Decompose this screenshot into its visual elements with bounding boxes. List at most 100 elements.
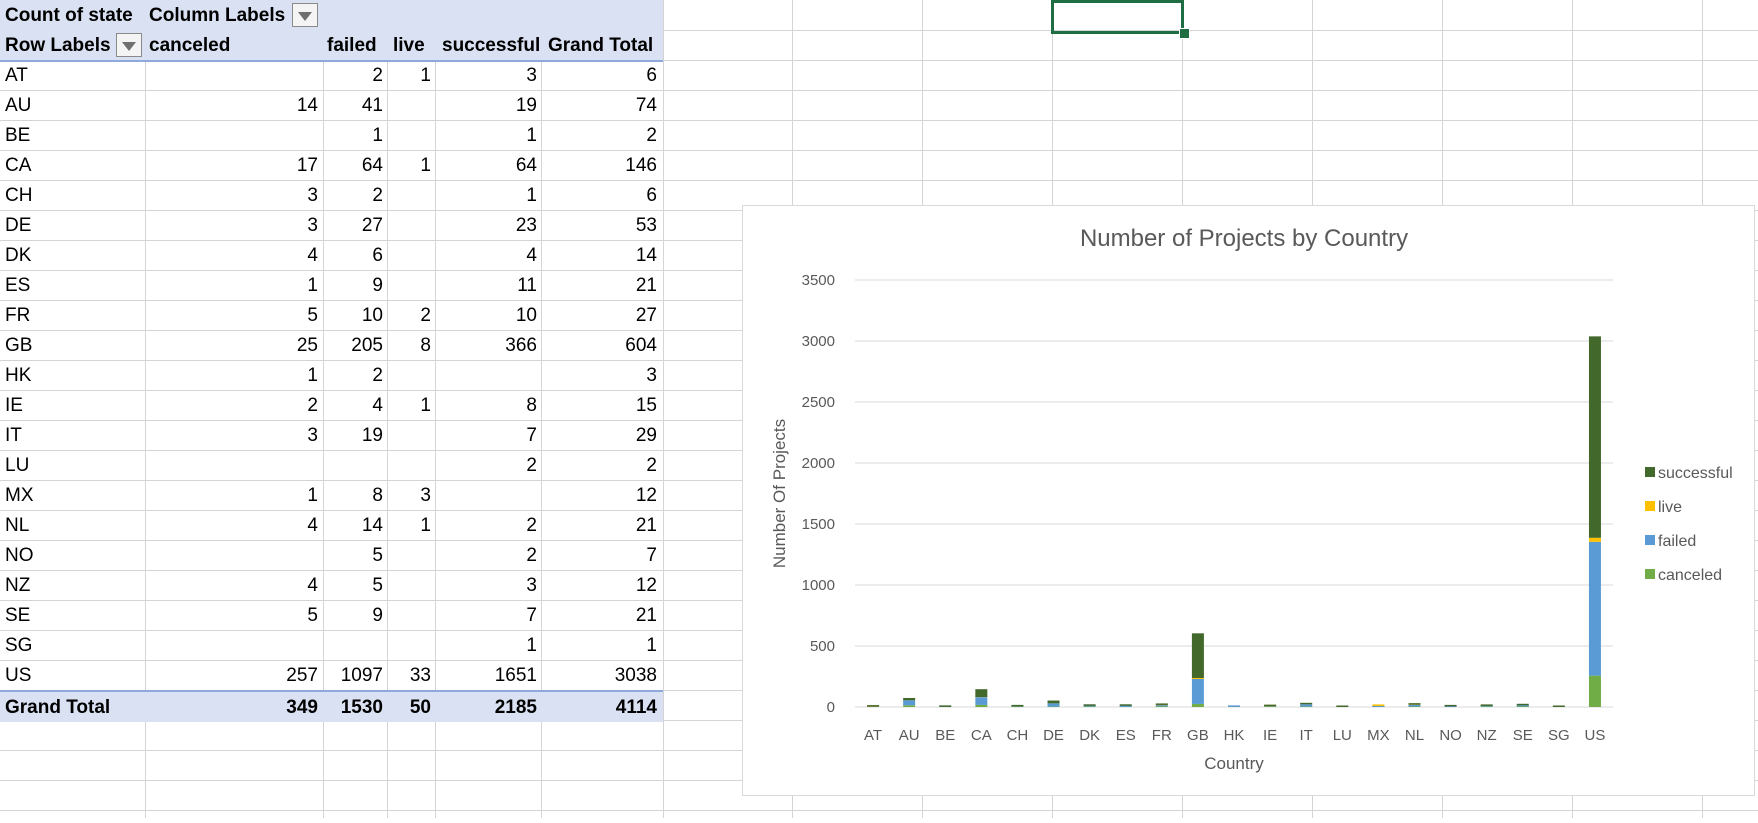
row-labels-filter-button[interactable] [116, 33, 142, 57]
grand-total-failed[interactable]: 1530 [340, 697, 383, 718]
value-cell-live[interactable] [389, 180, 431, 210]
value-cell-total[interactable]: 6 [646, 65, 657, 86]
value-cell-live[interactable]: 33 [409, 665, 431, 686]
value-cell-failed[interactable]: 9 [372, 605, 383, 626]
value-cell-total[interactable]: 29 [635, 425, 657, 446]
value-cell-canceled[interactable] [145, 630, 318, 660]
value-cell-canceled[interactable]: 1 [307, 275, 318, 296]
value-cell-total[interactable]: 6 [646, 185, 657, 206]
row-label-cell[interactable]: DE [5, 215, 32, 236]
value-cell-failed[interactable]: 2 [372, 65, 383, 86]
row-label-cell[interactable]: SG [5, 635, 33, 656]
value-cell-total[interactable]: 14 [635, 245, 657, 266]
value-cell-successful[interactable]: 3 [526, 575, 537, 596]
pivot-corner-label[interactable]: Count of state [5, 5, 133, 26]
row-label-cell[interactable]: AU [5, 95, 32, 116]
col-header-canceled[interactable]: canceled [149, 35, 231, 56]
value-cell-total[interactable]: 2 [646, 125, 657, 146]
row-label-cell[interactable]: SE [5, 605, 31, 626]
value-cell-live[interactable] [389, 210, 431, 240]
value-cell-total[interactable]: 53 [635, 215, 657, 236]
value-cell-failed[interactable] [325, 630, 383, 660]
value-cell-successful[interactable] [437, 480, 537, 510]
col-header-failed[interactable]: failed [327, 35, 377, 56]
value-cell-total[interactable]: 2 [646, 455, 657, 476]
value-cell-canceled[interactable]: 1 [307, 365, 318, 386]
row-label-cell[interactable]: MX [5, 485, 34, 506]
value-cell-live[interactable] [389, 240, 431, 270]
value-cell-successful[interactable]: 23 [515, 215, 537, 236]
value-cell-canceled[interactable]: 4 [307, 245, 318, 266]
value-cell-canceled[interactable]: 2 [307, 395, 318, 416]
value-cell-live[interactable]: 1 [420, 395, 431, 416]
value-cell-successful[interactable] [437, 360, 537, 390]
value-cell-live[interactable] [389, 270, 431, 300]
value-cell-successful[interactable]: 7 [526, 425, 537, 446]
value-cell-failed[interactable]: 205 [351, 335, 383, 356]
grand-total-label[interactable]: Grand Total [5, 697, 111, 718]
value-cell-canceled[interactable]: 5 [307, 605, 318, 626]
value-cell-failed[interactable]: 1097 [340, 665, 383, 686]
value-cell-successful[interactable]: 1 [526, 635, 537, 656]
value-cell-successful[interactable]: 19 [515, 95, 537, 116]
value-cell-live[interactable] [389, 600, 431, 630]
value-cell-failed[interactable]: 2 [372, 185, 383, 206]
value-cell-failed[interactable]: 27 [361, 215, 383, 236]
row-label-cell[interactable]: CH [5, 185, 33, 206]
value-cell-total[interactable]: 27 [635, 305, 657, 326]
value-cell-live[interactable] [389, 630, 431, 660]
row-label-cell[interactable]: FR [5, 305, 31, 326]
value-cell-successful[interactable]: 4 [526, 245, 537, 266]
value-cell-canceled[interactable] [145, 540, 318, 570]
value-cell-successful[interactable]: 3 [526, 65, 537, 86]
value-cell-canceled[interactable]: 3 [307, 425, 318, 446]
value-cell-canceled[interactable]: 4 [307, 515, 318, 536]
value-cell-live[interactable] [389, 360, 431, 390]
value-cell-live[interactable] [389, 120, 431, 150]
value-cell-total[interactable]: 3038 [614, 665, 657, 686]
value-cell-canceled[interactable]: 3 [307, 185, 318, 206]
value-cell-live[interactable] [389, 90, 431, 120]
row-label-cell[interactable]: BE [5, 125, 31, 146]
value-cell-failed[interactable]: 6 [372, 245, 383, 266]
value-cell-successful[interactable]: 2 [526, 545, 537, 566]
row-label-cell[interactable]: DK [5, 245, 32, 266]
value-cell-successful[interactable]: 2 [526, 515, 537, 536]
value-cell-live[interactable]: 3 [420, 485, 431, 506]
value-cell-canceled[interactable]: 4 [307, 575, 318, 596]
value-cell-failed[interactable]: 1 [372, 125, 383, 146]
value-cell-canceled[interactable]: 257 [286, 665, 318, 686]
row-label-cell[interactable]: LU [5, 455, 30, 476]
value-cell-total[interactable]: 15 [635, 395, 657, 416]
value-cell-successful[interactable]: 8 [526, 395, 537, 416]
value-cell-live[interactable]: 2 [420, 305, 431, 326]
value-cell-canceled[interactable] [145, 450, 318, 480]
row-label-cell[interactable]: US [5, 665, 32, 686]
value-cell-failed[interactable]: 2 [372, 365, 383, 386]
value-cell-successful[interactable]: 7 [526, 605, 537, 626]
value-cell-total[interactable]: 21 [635, 605, 657, 626]
grand-total-live[interactable]: 50 [409, 697, 431, 718]
value-cell-total[interactable]: 146 [625, 155, 657, 176]
value-cell-canceled[interactable]: 17 [296, 155, 318, 176]
value-cell-failed[interactable]: 8 [372, 485, 383, 506]
row-label-cell[interactable]: GB [5, 335, 33, 356]
value-cell-failed[interactable]: 64 [361, 155, 383, 176]
value-cell-live[interactable]: 8 [420, 335, 431, 356]
stacked-bar-chart[interactable]: Number of Projects by Country 0 500 1000 150… [742, 205, 1755, 796]
grand-total-grand-total[interactable]: 4114 [615, 697, 657, 718]
value-cell-live[interactable]: 1 [420, 155, 431, 176]
value-cell-failed[interactable]: 5 [372, 575, 383, 596]
value-cell-failed[interactable]: 5 [372, 545, 383, 566]
value-cell-canceled[interactable]: 3 [307, 215, 318, 236]
value-cell-failed[interactable]: 10 [361, 305, 383, 326]
value-cell-successful[interactable]: 366 [505, 335, 537, 356]
value-cell-total[interactable]: 74 [635, 95, 657, 116]
row-label-cell[interactable]: NO [5, 545, 34, 566]
row-labels-header[interactable]: Row Labels [5, 35, 111, 56]
value-cell-total[interactable]: 3 [646, 365, 657, 386]
value-cell-successful[interactable]: 1 [526, 125, 537, 146]
column-labels-filter-button[interactable] [292, 3, 318, 27]
value-cell-total[interactable]: 7 [646, 545, 657, 566]
